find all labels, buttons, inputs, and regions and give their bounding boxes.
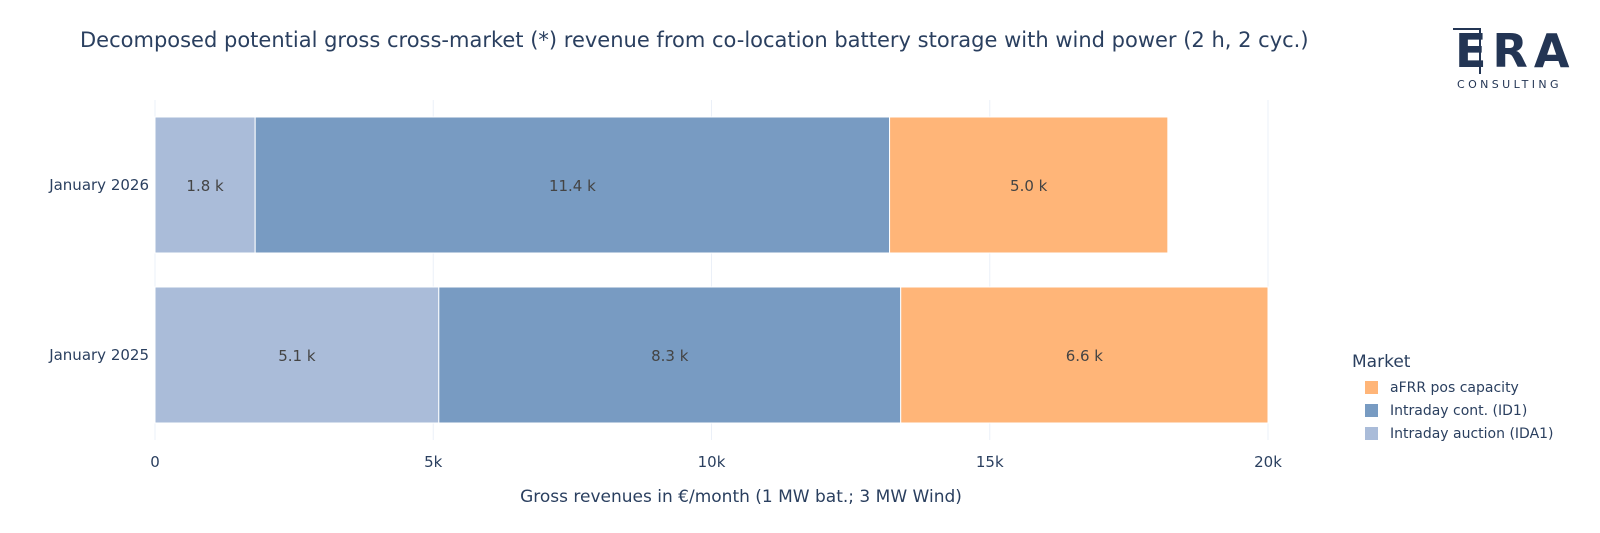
bar-data-label: 11.4 k [549, 177, 596, 195]
bar-segment [254, 116, 891, 254]
x-tick-label: 10k [698, 453, 726, 471]
bar-segment [154, 286, 440, 424]
y-tick-label: January 2026 [48, 176, 149, 194]
legend-label: Intraday cont. (ID1) [1390, 402, 1528, 419]
logo-subtitle: CONSULTING [1457, 78, 1562, 91]
bar-segment [900, 286, 1269, 424]
era-consulting-logo: ERA CONSULTING [1453, 24, 1576, 96]
chart-title: Decomposed potential gross cross-market … [80, 28, 1309, 52]
x-tick-labels: 0 5k 10k 15k 20k [150, 453, 1282, 471]
y-tick-label: January 2025 [48, 346, 149, 364]
legend-label: Intraday auction (IDA1) [1390, 425, 1554, 442]
bars [154, 116, 1269, 424]
bar-data-label: 8.3 k [651, 347, 689, 365]
x-tick-label: 15k [976, 453, 1004, 471]
x-tick-label: 0 [150, 453, 160, 471]
legend-swatch-icon [1365, 404, 1378, 417]
bar-data-label: 5.1 k [278, 347, 316, 365]
legend: Market aFRR pos capacity Intraday cont. (… [1352, 352, 1554, 445]
bar-data-label: 6.6 k [1066, 347, 1104, 365]
x-tick-label: 5k [424, 453, 443, 471]
bar-labels: 5.1 k 8.3 k 6.6 k 1.8 k 11.4 k 5.0 k [186, 177, 1103, 365]
bar-data-label: 5.0 k [1010, 177, 1048, 195]
x-axis-label: Gross revenues in €/month (1 MW bat.; 3 … [520, 487, 962, 507]
logo-letters: ERA [1455, 24, 1576, 78]
legend-swatch-icon [1365, 427, 1378, 440]
legend-item[interactable]: Intraday cont. (ID1) [1352, 399, 1554, 422]
legend-swatch-icon [1365, 381, 1378, 394]
x-tick-label: 20k [1254, 453, 1282, 471]
logo-bracket-icon [1453, 28, 1481, 74]
bar-data-label: 1.8 k [186, 177, 224, 195]
legend-item[interactable]: Intraday auction (IDA1) [1352, 422, 1554, 445]
bar-segment [438, 286, 902, 424]
bar-segment [889, 116, 1169, 254]
bar-segment [154, 116, 256, 254]
legend-item[interactable]: aFRR pos capacity [1352, 376, 1554, 399]
y-tick-labels: January 2025 January 2026 [48, 176, 149, 364]
legend-label: aFRR pos capacity [1390, 379, 1519, 396]
legend-title: Market [1352, 352, 1411, 372]
